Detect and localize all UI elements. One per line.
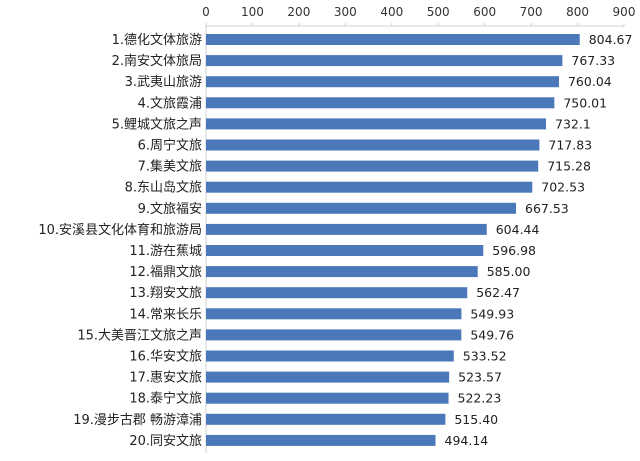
value-label: 549.76 (470, 327, 514, 342)
value-label: 494.14 (445, 433, 489, 448)
category-label: 16.华安文旅 (129, 350, 202, 365)
bar (206, 34, 580, 45)
bars-group (206, 34, 580, 446)
category-label: 17.惠安文旅 (129, 371, 202, 386)
value-label: 562.47 (476, 285, 520, 300)
x-tick-label: 400 (380, 5, 403, 19)
category-label: 7.集美文旅 (138, 159, 202, 175)
x-tick-label: 800 (566, 5, 589, 19)
value-label: 804.67 (589, 32, 633, 47)
bar (206, 97, 555, 109)
bar (206, 118, 547, 130)
category-label: 3.武夷山旅游 (125, 74, 202, 90)
bar (206, 434, 436, 446)
category-label: 15.大美晋江文旅之声 (77, 328, 202, 343)
value-label: 750.01 (563, 95, 607, 110)
bar (206, 202, 517, 214)
value-label: 702.53 (541, 180, 585, 195)
value-label: 596.98 (492, 243, 536, 258)
category-label: 11.游在蕉城 (129, 244, 202, 259)
x-axis-ticks: 0 100 200 300 400 500 600 700 800 900 (202, 5, 635, 26)
value-label: 533.52 (463, 349, 507, 364)
x-tick-label: 600 (473, 5, 496, 19)
value-label: 515.40 (454, 412, 498, 427)
value-label: 760.04 (568, 74, 612, 89)
bar (206, 245, 484, 256)
bar (206, 350, 454, 362)
bar (206, 392, 449, 404)
category-label: 18.泰宁文旅 (129, 391, 202, 407)
value-label: 717.83 (548, 138, 592, 153)
category-label: 1.德化文体旅游 (112, 33, 202, 48)
category-label: 12.福鼎文旅 (129, 265, 202, 280)
bar (206, 413, 446, 425)
category-label: 13.翔安文旅 (129, 286, 202, 301)
x-tick-label: 100 (241, 5, 264, 19)
category-label: 8.东山岛文旅 (125, 180, 202, 196)
category-label: 5.鲤城文旅之声 (112, 117, 202, 132)
bar (206, 55, 563, 67)
value-label: 522.23 (458, 391, 502, 406)
category-labels: 1.德化文体旅游 2.南安文体旅局 3.武夷山旅游 4.文旅霞浦 5.鲤城文旅之声 6.周… (38, 33, 202, 449)
axis-lines (205, 25, 624, 453)
category-label: 10.安溪县文化体育和旅游局 (38, 222, 202, 238)
value-label: 585.00 (487, 264, 531, 279)
value-label: 767.33 (571, 53, 615, 68)
value-label: 549.93 (470, 306, 514, 321)
bar (206, 329, 462, 341)
bar (206, 223, 487, 235)
value-label: 715.28 (547, 159, 591, 174)
bar (206, 287, 468, 299)
value-labels: 804.67 767.33 760.04 750.01 732.1 717.83 715.2… (445, 32, 633, 448)
value-label: 523.57 (458, 370, 502, 385)
x-tick-label: 300 (334, 5, 357, 19)
bar (206, 181, 533, 193)
value-label: 604.44 (496, 222, 540, 237)
bar (206, 308, 462, 320)
category-label: 20.同安文旅 (129, 434, 202, 449)
category-label: 19.漫步古郡 畅游漳浦 (73, 412, 202, 428)
x-tick-label: 500 (427, 5, 450, 19)
bar (206, 266, 478, 278)
category-label: 9.文旅福安 (138, 202, 202, 217)
x-tick-label: 700 (520, 5, 543, 19)
x-tick-label: 200 (287, 5, 310, 19)
category-label: 6.周宁文旅 (138, 138, 202, 154)
value-label: 732.1 (555, 116, 591, 131)
bar (206, 76, 559, 88)
category-label: 14.常来长乐 (129, 307, 202, 322)
bar (206, 371, 450, 383)
value-label: 667.53 (525, 201, 569, 216)
bar (206, 139, 540, 151)
x-tick-label: 0 (202, 5, 210, 19)
x-tick-label: 900 (613, 5, 636, 19)
bar (206, 160, 539, 172)
category-label: 2.南安文体旅局 (112, 53, 202, 69)
category-label: 4.文旅霞浦 (138, 96, 202, 111)
